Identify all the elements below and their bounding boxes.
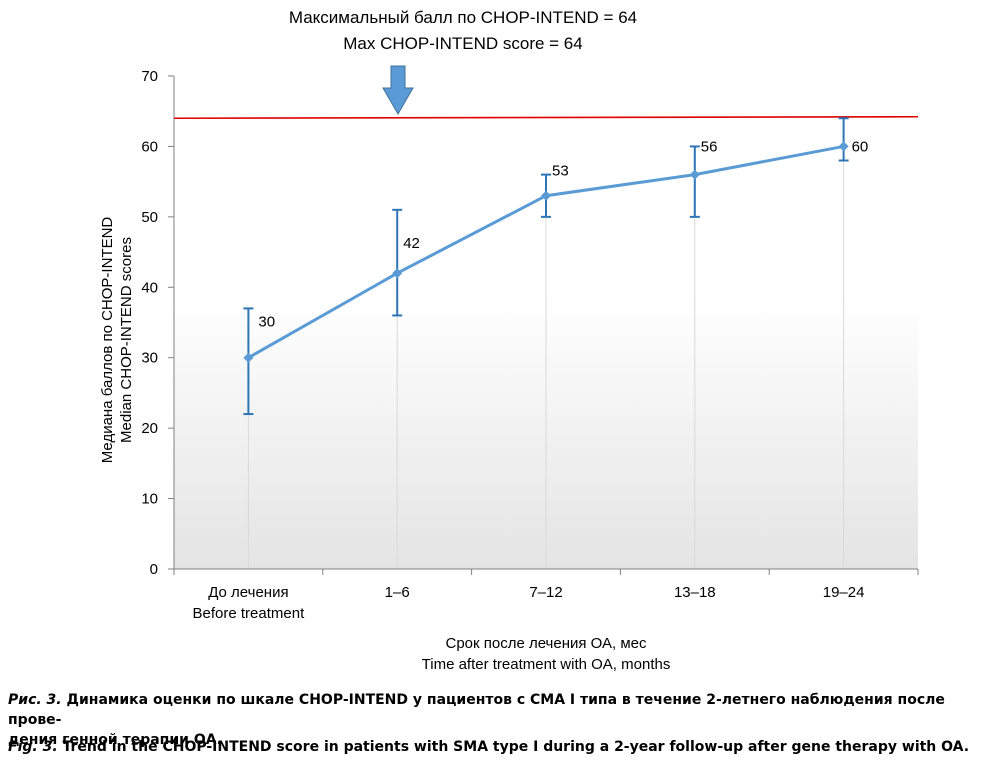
annotation-line1: Максимальный балл по CHOP-INTEND = 64 <box>289 8 637 27</box>
data-point <box>689 169 700 180</box>
y-tick-label: 20 <box>141 420 158 437</box>
caption-en-text: Trend in the CHOP-INTEND score in patien… <box>57 739 970 755</box>
caption-ru-text2: дения генной терапии ОА. <box>8 732 222 748</box>
x-tick-label: 1–6 <box>385 584 410 601</box>
y-axis-label-ru: Медиана баллов по CHOP-INTEND <box>99 217 116 464</box>
y-tick-label: 60 <box>141 138 158 155</box>
data-point <box>541 190 551 201</box>
annotation-line2: Max CHOP-INTEND score = 64 <box>343 34 582 53</box>
data-label: 30 <box>258 314 275 331</box>
y-ticks: 0 10 20 30 40 50 60 70 <box>141 68 174 578</box>
data-label: 60 <box>852 138 869 155</box>
max-score-line <box>173 115 919 120</box>
y-tick-label: 50 <box>141 209 158 226</box>
y-axis-label-en: Median CHOP-INTEND scores <box>118 237 135 443</box>
down-arrow-icon <box>382 65 414 116</box>
data-point <box>243 352 254 363</box>
data-point <box>392 268 403 279</box>
caption-ru-lead: Рис. 3. <box>8 692 62 708</box>
data-labels: 30 42 53 56 60 <box>258 138 868 330</box>
data-label: 56 <box>701 139 718 156</box>
y-tick-label: 30 <box>141 350 158 367</box>
caption-ru-text: Динамика оценки по шкале CHOP-INTEND у п… <box>8 692 945 728</box>
x-tick-label: До лечения Before treatment <box>193 584 306 622</box>
x-ticks: До лечения Before treatment 1–6 7–12 13–18 19… <box>173 569 919 622</box>
y-tick-label: 70 <box>141 68 158 85</box>
y-tick-label: 0 <box>150 561 158 578</box>
x-tick-label: 7–12 <box>529 584 562 601</box>
x-tick-label: 13–18 <box>674 584 716 601</box>
x-tick-label: 19–24 <box>823 584 865 601</box>
x-axis-label-ru: Срок после лечения ОА, мес <box>445 635 647 652</box>
y-tick-label: 10 <box>141 491 158 508</box>
data-label: 53 <box>552 163 569 180</box>
caption-en: Fig. 3. Trend in the CHOP-INTEND score i… <box>8 737 992 757</box>
data-label: 42 <box>403 235 420 252</box>
points <box>243 141 849 363</box>
y-tick-label: 40 <box>141 279 158 296</box>
data-point <box>838 141 849 152</box>
caption-ru: Рис. 3. Динамика оценки по шкале CHOP-IN… <box>8 690 992 750</box>
chart-svg: 0 10 20 30 40 50 60 70 До лечения Before treatme… <box>99 8 919 673</box>
x-axis-label-en: Time after treatment with OA, months <box>422 656 671 673</box>
caption-en-lead: Fig. 3. <box>8 739 58 755</box>
